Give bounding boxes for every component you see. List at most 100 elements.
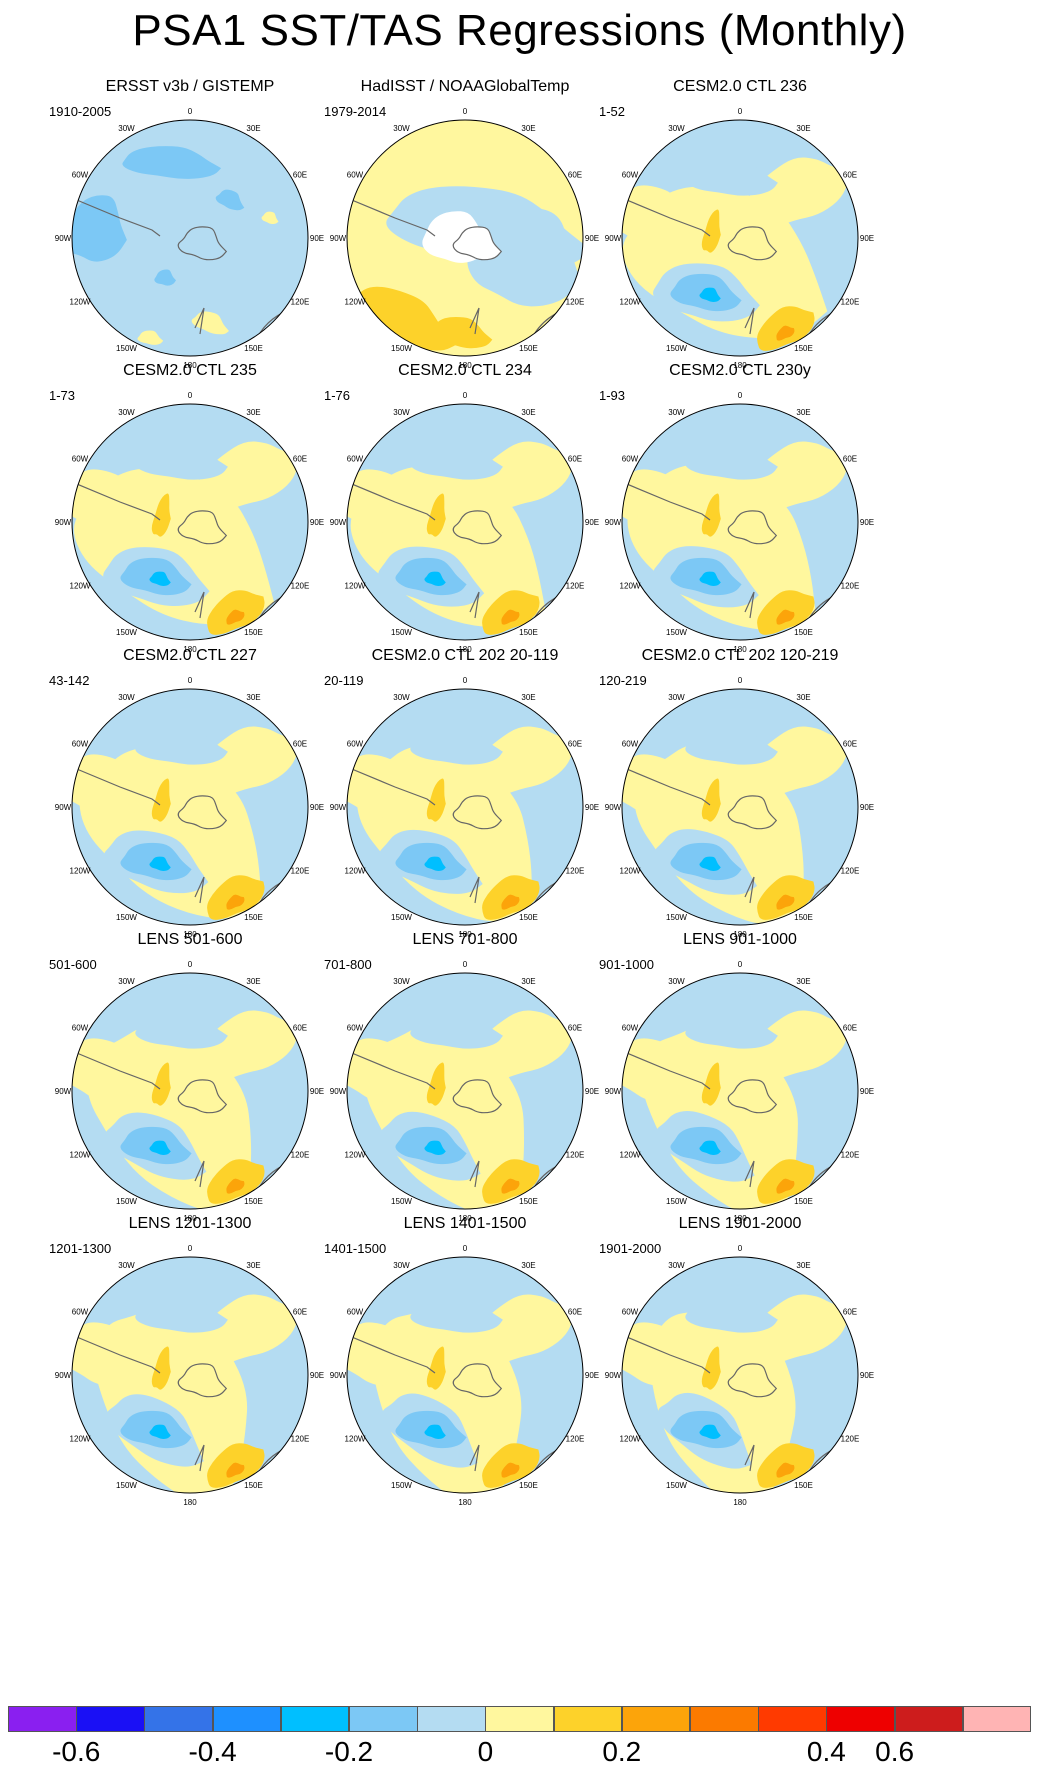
- positive-anomaly: [501, 1462, 520, 1478]
- longitude-label: 180: [733, 1498, 747, 1507]
- longitude-label: 0: [738, 1244, 743, 1253]
- longitude-label: 120E: [291, 1435, 310, 1444]
- map-panel: CESM2.0 CTL 236 1-52 0 30E 60E 90E 120E 150E 180…: [585, 78, 895, 378]
- positive-anomaly: [151, 778, 171, 822]
- south-america-coastline: [622, 1334, 711, 1374]
- antarctica-coastline: [177, 1363, 228, 1398]
- longitude-label: 150E: [794, 1481, 813, 1490]
- longitude-label: 0: [738, 107, 743, 116]
- longitude-label: 0: [188, 391, 193, 400]
- negative-anomaly: [424, 571, 446, 586]
- panel-title: CESM2.0 CTL 234: [398, 362, 532, 379]
- colorbar-box: [417, 1706, 486, 1732]
- longitude-label: 60W: [72, 455, 89, 464]
- positive-anomaly: [470, 726, 573, 798]
- contour-field: [72, 1257, 308, 1493]
- panel-period: 120-219: [599, 673, 647, 688]
- longitude-label: 180: [733, 645, 747, 654]
- positive-anomaly: [226, 894, 245, 910]
- longitude-label: 60E: [843, 740, 857, 749]
- polar-map: 0 30E 60E 90E 120E 150E 180 150W 120W 90W 60W 30W: [55, 391, 324, 654]
- longitude-label: 150W: [666, 1197, 687, 1206]
- longitude-label: 120W: [620, 1435, 641, 1444]
- longitude-label: 30E: [521, 693, 535, 702]
- south-america-coastline: [347, 766, 436, 806]
- longitude-label: 30W: [393, 1261, 410, 1270]
- positive-anomaly: [195, 441, 298, 513]
- contour-field: [347, 973, 583, 1209]
- longitude-label: 150W: [666, 344, 687, 353]
- longitude-label: 120E: [841, 867, 860, 876]
- antarctica-coastline: [727, 1079, 778, 1114]
- longitude-label: 90W: [55, 518, 72, 527]
- panel-title: CESM2.0 CTL 235: [123, 362, 257, 379]
- colorbar-tick-label: 0.4: [806, 1736, 846, 1767]
- africa-coastline: [536, 122, 556, 135]
- longitude-label: 60E: [568, 455, 582, 464]
- longitude-label: 30E: [246, 124, 260, 133]
- map-border: [71, 688, 309, 926]
- antarctica-coastline: [452, 1079, 503, 1114]
- longitude-label: 150E: [794, 344, 813, 353]
- longitude-label: 180: [733, 930, 747, 939]
- longitude-label: 30W: [393, 693, 410, 702]
- africa-coastline: [811, 406, 831, 419]
- africa-coastline: [536, 691, 556, 704]
- map-border: [71, 1256, 309, 1494]
- positive-anomaly: [261, 211, 279, 225]
- longitude-label: 180: [733, 361, 747, 370]
- positive-anomaly: [776, 894, 795, 910]
- longitude-label: 150W: [391, 913, 412, 922]
- negative-anomaly: [699, 571, 721, 586]
- longitude-label: 60W: [622, 455, 639, 464]
- negative-anomaly: [135, 443, 228, 480]
- south-america-coastline: [622, 481, 711, 521]
- panel-title: ERSST v3b / GISTEMP: [105, 78, 275, 95]
- longitude-label: 0: [188, 1244, 193, 1253]
- longitude-label: 60W: [72, 740, 89, 749]
- longitude-label: 60E: [843, 171, 857, 180]
- africa-coastline: [261, 691, 281, 704]
- page-title: PSA1 SST/TAS Regressions (Monthly): [132, 6, 907, 55]
- africa-coastline: [536, 1259, 556, 1272]
- longitude-label: 30E: [796, 124, 810, 133]
- contour-field: [347, 689, 583, 925]
- longitude-label: 150E: [244, 1197, 263, 1206]
- longitude-label: 30E: [246, 408, 260, 417]
- positive-anomaly: [195, 1010, 298, 1082]
- positive-anomaly: [226, 609, 245, 625]
- south-america-coastline: [347, 1334, 436, 1374]
- colorbar-box: [349, 1706, 418, 1732]
- longitude-label: 60W: [622, 171, 639, 180]
- longitude-label: 180: [183, 1498, 197, 1507]
- positive-anomaly: [701, 209, 721, 253]
- longitude-label: 60E: [568, 1308, 582, 1317]
- colorbar-box: [485, 1706, 555, 1732]
- colorbar-box: [553, 1706, 623, 1732]
- longitude-label: 60E: [293, 1308, 307, 1317]
- panel-period: 1-73: [49, 388, 76, 403]
- longitude-label: 30E: [521, 977, 535, 986]
- positive-anomaly: [426, 778, 446, 822]
- longitude-label: 90W: [330, 234, 347, 243]
- longitude-label: 60E: [568, 1024, 582, 1033]
- longitude-label: 30W: [668, 1261, 685, 1270]
- longitude-label: 150W: [666, 628, 687, 637]
- longitude-label: 90W: [55, 1371, 72, 1380]
- longitude-label: 90E: [310, 803, 324, 812]
- negative-anomaly: [699, 287, 721, 302]
- colorbar-tick-label: 0: [477, 1736, 494, 1767]
- south-america-coastline: [72, 1334, 161, 1374]
- positive-anomaly: [701, 1062, 721, 1106]
- new-zealand-coastline: [744, 1444, 755, 1472]
- longitude-label: 0: [463, 676, 468, 685]
- longitude-label: 120E: [291, 582, 310, 591]
- map-panel: LENS 1401-1500 1401-1500 0 30E 60E 90E 120E 150…: [310, 1215, 620, 1515]
- positive-anomaly: [151, 1062, 171, 1106]
- longitude-label: 30E: [796, 408, 810, 417]
- new-zealand-coastline: [194, 1444, 205, 1472]
- longitude-label: 90W: [330, 518, 347, 527]
- new-zealand-coastline: [744, 1160, 755, 1188]
- panel-period: 901-1000: [599, 957, 654, 972]
- africa-coastline: [261, 122, 281, 135]
